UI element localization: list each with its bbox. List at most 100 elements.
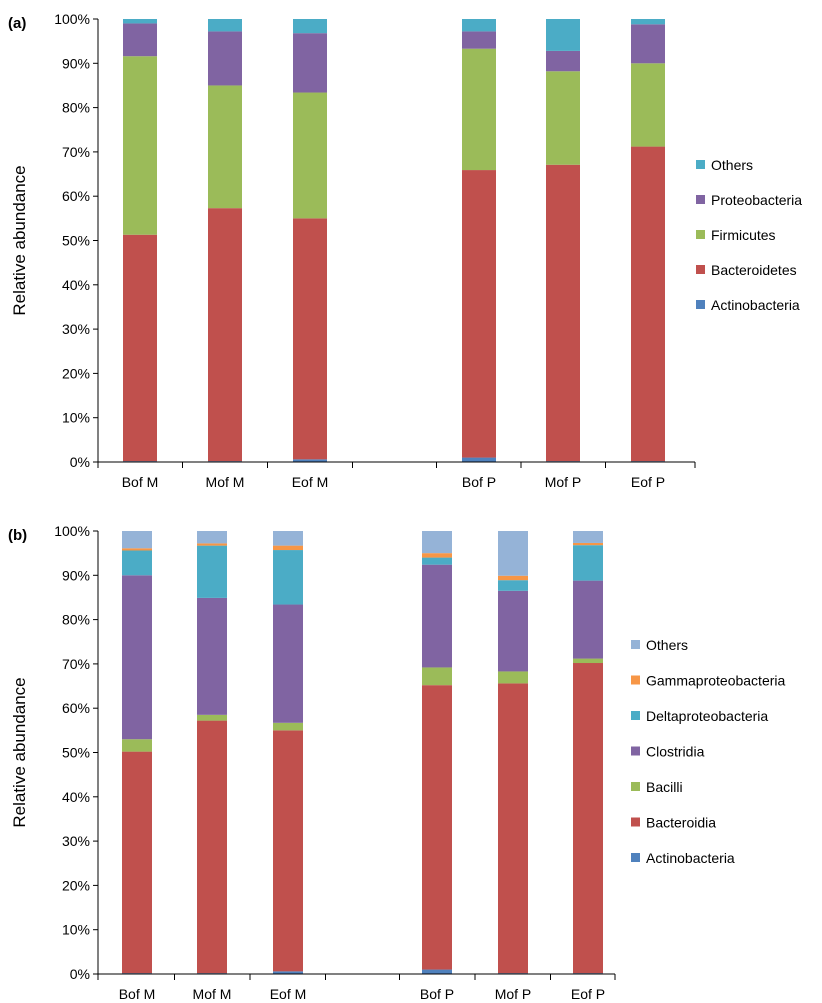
bar-segment-others-mof-m (208, 19, 242, 32)
y-tick-label: 60% (62, 700, 90, 716)
y-tick-label: 0% (70, 454, 90, 470)
bar-segment-gammaproteobacteria-eof-m (273, 545, 303, 551)
legend-label-others: Others (646, 637, 688, 653)
legend-label-clostridia: Clostridia (646, 744, 705, 760)
bar-segment-bacilli-mof-p (498, 671, 528, 684)
bar-segment-proteobacteria-eof-p (631, 24, 665, 64)
bar-segment-others-bof-m (122, 531, 152, 549)
x-category-label: Bof P (462, 474, 496, 490)
legend-swatch-firmicutes (696, 230, 705, 239)
bar-segment-bacteroidia-mof-m (197, 720, 227, 974)
bar-segment-bacilli-mof-m (197, 714, 227, 721)
y-tick-label: 60% (62, 188, 90, 204)
y-tick-label: 50% (62, 745, 90, 761)
x-category-label: Eof P (571, 986, 605, 1002)
bar-segment-bacteroidia-bof-m (122, 751, 152, 974)
y-tick-label: 100% (54, 11, 90, 27)
bar-segment-clostridia-mof-p (498, 590, 528, 672)
y-tick-label: 70% (62, 656, 90, 672)
y-tick-label: 20% (62, 365, 90, 381)
x-category-label: Mof M (193, 986, 232, 1002)
bar-segment-others-bof-p (422, 531, 452, 554)
y-tick-label: 10% (62, 410, 90, 426)
bar-segment-clostridia-bof-p (422, 564, 452, 668)
bar-segment-gammaproteobacteria-bof-p (422, 553, 452, 558)
x-category-label: Mof P (545, 474, 582, 490)
bar-segment-deltaproteobacteria-mof-p (498, 580, 528, 591)
legend-label-bacteroidetes: Bacteroidetes (711, 262, 797, 278)
y-tick-label: 50% (62, 233, 90, 249)
bar-segment-bacilli-bof-p (422, 667, 452, 686)
bar-segment-others-eof-m (293, 19, 327, 34)
legend-swatch-others (631, 640, 640, 649)
y-tick-label: 90% (62, 55, 90, 71)
chart-panel-b: 0% 10% 20% 30% 40% 50% 60% 70% 80% 90% 100% Bof M Mo… (8, 523, 786, 1002)
legend-swatch-bacteroidia (631, 817, 640, 827)
legend-swatch-others (696, 160, 705, 169)
y-tick-label: 80% (62, 100, 90, 116)
bar-segment-bacteroidia-eof-m (273, 730, 303, 972)
legend-label-firmicutes: Firmicutes (711, 227, 776, 243)
bar-segment-others-bof-m (123, 19, 157, 24)
bar-segment-deltaproteobacteria-eof-m (273, 550, 303, 605)
bar-segment-actinobacteria-bof-p (422, 969, 452, 974)
bar-segment-firmicutes-bof-p (462, 48, 496, 171)
legend-label-bacteroidia: Bacteroidia (646, 815, 716, 831)
legend-swatch-clostridia (631, 746, 640, 756)
bar-segment-bacteroidia-eof-p (573, 663, 603, 974)
bar-segment-bacteroidia-bof-p (422, 685, 452, 970)
panel-label: (b) (8, 527, 27, 544)
y-tick-label: 30% (62, 321, 90, 337)
y-tick-label: 40% (62, 277, 90, 293)
bar-segment-deltaproteobacteria-bof-p (422, 557, 452, 565)
bar-segment-others-eof-p (573, 531, 603, 543)
bar-segment-gammaproteobacteria-bof-m (122, 548, 152, 551)
bar-segment-firmicutes-bof-m (123, 56, 157, 235)
y-axis-title: Relative abundance (10, 165, 29, 315)
bar-segment-clostridia-eof-p (573, 580, 603, 659)
bar-segment-proteobacteria-bof-m (123, 23, 157, 57)
bar-segment-others-bof-p (462, 19, 496, 32)
y-tick-label: 30% (62, 833, 90, 849)
legend-label-proteobacteria: Proteobacteria (711, 192, 802, 208)
legend-label-actinobacteria: Actinobacteria (646, 850, 735, 866)
x-category-label: Bof M (119, 986, 156, 1002)
legend-swatch-actinobacteria (631, 853, 640, 862)
bar-segment-clostridia-eof-m (273, 604, 303, 723)
y-tick-label: 10% (62, 922, 90, 938)
bar-segment-others-eof-m (273, 531, 303, 546)
legend-label-deltaproteobacteria: Deltaproteobacteria (646, 708, 768, 724)
y-tick-label: 80% (62, 612, 90, 628)
legend-swatch-actinobacteria (696, 300, 705, 309)
bar-segment-others-mof-p (546, 19, 580, 51)
x-category-label: Bof P (420, 986, 454, 1002)
bar-segment-bacteroidetes-eof-m (293, 218, 327, 460)
legend-swatch-deltaproteobacteria (631, 711, 640, 720)
bar-segment-proteobacteria-eof-m (293, 33, 327, 93)
bar-segment-gammaproteobacteria-mof-p (498, 575, 528, 581)
bar-segment-bacteroidetes-bof-m (123, 234, 157, 462)
bar-segment-bacteroidetes-mof-m (208, 208, 242, 462)
bar-segment-others-mof-p (498, 531, 528, 576)
x-category-label: Mof M (206, 474, 245, 490)
y-axis-title: Relative abundance (10, 677, 29, 827)
bar-segment-bacilli-bof-m (122, 739, 152, 752)
y-tick-label: 90% (62, 567, 90, 583)
bar-segment-actinobacteria-bof-p (462, 457, 496, 462)
x-category-label: Eof M (292, 474, 329, 490)
bar-segment-gammaproteobacteria-eof-p (573, 542, 603, 546)
legend-label-others: Others (711, 157, 753, 173)
bar-segment-actinobacteria-eof-m (273, 971, 303, 974)
legend-swatch-gammaproteobacteria (631, 675, 640, 685)
panel-label: (a) (8, 15, 26, 32)
y-tick-label: 20% (62, 877, 90, 893)
bar-segment-actinobacteria-eof-m (293, 459, 327, 462)
legend-swatch-bacilli (631, 782, 640, 791)
bar-segment-bacteroidetes-eof-p (631, 146, 665, 462)
y-tick-label: 70% (62, 144, 90, 160)
legend-label-actinobacteria: Actinobacteria (711, 297, 800, 313)
bar-segment-proteobacteria-bof-p (462, 31, 496, 49)
bar-segment-firmicutes-mof-m (208, 85, 242, 209)
bar-segment-deltaproteobacteria-mof-m (197, 545, 227, 598)
